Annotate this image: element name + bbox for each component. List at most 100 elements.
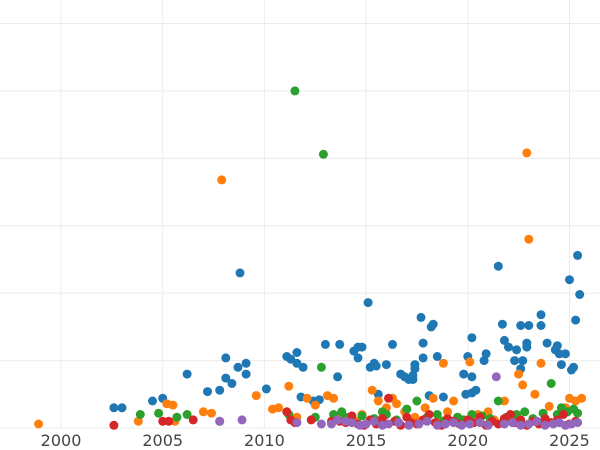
data-point: [172, 412, 182, 422]
data-point: [530, 389, 540, 399]
data-point: [381, 360, 391, 370]
data-point: [410, 364, 420, 374]
data-point: [569, 362, 579, 372]
data-point: [481, 349, 491, 359]
data-point: [449, 418, 459, 428]
data-point: [560, 349, 570, 359]
data-point: [532, 416, 542, 426]
data-point: [388, 339, 397, 349]
data-point: [371, 361, 381, 371]
data-point: [215, 416, 225, 426]
data-point: [227, 379, 237, 388]
x-tick-label: 2015: [346, 431, 387, 450]
data-point: [373, 396, 383, 406]
x-tick-label: 2025: [549, 431, 590, 450]
data-point: [292, 418, 302, 428]
data-point: [432, 410, 442, 419]
data-point: [261, 384, 271, 394]
data-point: [428, 393, 438, 403]
data-point: [133, 416, 143, 426]
data-point: [522, 338, 532, 348]
data-point: [333, 415, 343, 425]
data-point: [402, 404, 412, 414]
data-point: [516, 420, 526, 430]
data-point: [418, 353, 428, 363]
data-point: [182, 410, 192, 419]
data-point: [117, 403, 127, 413]
x-tick-label: 2000: [41, 431, 82, 450]
x-tick-label: 2005: [142, 431, 183, 450]
data-point: [524, 234, 534, 244]
data-point: [573, 408, 583, 418]
data-point: [215, 385, 225, 395]
series-0: [109, 250, 585, 413]
data-point: [575, 290, 585, 299]
data-point: [416, 312, 426, 322]
data-point: [465, 357, 475, 367]
data-point: [310, 400, 320, 410]
data-point: [357, 411, 367, 421]
data-point: [552, 341, 562, 351]
data-point: [573, 250, 583, 260]
data-point: [241, 369, 251, 379]
data-point: [556, 360, 566, 370]
data-point: [282, 407, 292, 417]
data-point: [499, 335, 509, 345]
data-point: [573, 418, 583, 428]
data-point: [347, 418, 357, 428]
data-point: [302, 393, 312, 403]
data-point: [497, 319, 507, 329]
data-point: [432, 352, 442, 361]
data-point: [493, 261, 503, 271]
data-point: [203, 387, 212, 397]
data-point: [479, 356, 489, 366]
data-point: [514, 369, 524, 379]
data-point: [233, 362, 243, 372]
data-point: [467, 333, 477, 343]
data-point: [536, 358, 546, 368]
data-point: [577, 393, 587, 403]
data-point: [316, 419, 326, 429]
data-point: [404, 420, 414, 430]
data-point: [109, 403, 119, 413]
data-point: [347, 411, 357, 421]
data-point: [361, 419, 371, 429]
data-point: [524, 321, 534, 330]
data-point: [188, 415, 198, 425]
data-point: [504, 342, 513, 352]
data-point: [536, 310, 546, 320]
data-point: [475, 418, 485, 428]
data-point: [148, 396, 157, 406]
data-point: [544, 401, 554, 411]
data-point: [558, 410, 568, 419]
data-point: [542, 338, 552, 348]
data-point: [353, 353, 363, 363]
data-point: [432, 420, 442, 430]
data-point: [516, 321, 526, 330]
data-points: [34, 86, 587, 430]
data-point: [241, 358, 251, 368]
data-point: [217, 175, 227, 185]
data-point: [512, 345, 522, 355]
data-point: [540, 420, 550, 430]
data-point: [333, 372, 343, 382]
data-point: [164, 416, 174, 426]
data-point: [457, 420, 467, 430]
data-point: [298, 362, 308, 372]
data-point: [471, 385, 481, 395]
data-point: [369, 416, 379, 426]
data-point: [363, 298, 373, 308]
data-point: [440, 419, 450, 429]
data-point: [493, 396, 503, 406]
data-point: [518, 356, 528, 366]
data-point: [335, 339, 345, 349]
x-tick-label: 2020: [447, 431, 488, 450]
data-point: [221, 373, 231, 383]
data-point: [506, 410, 515, 419]
data-point: [420, 403, 430, 413]
data-point: [367, 385, 377, 395]
data-point: [508, 418, 517, 428]
data-point: [414, 419, 424, 429]
